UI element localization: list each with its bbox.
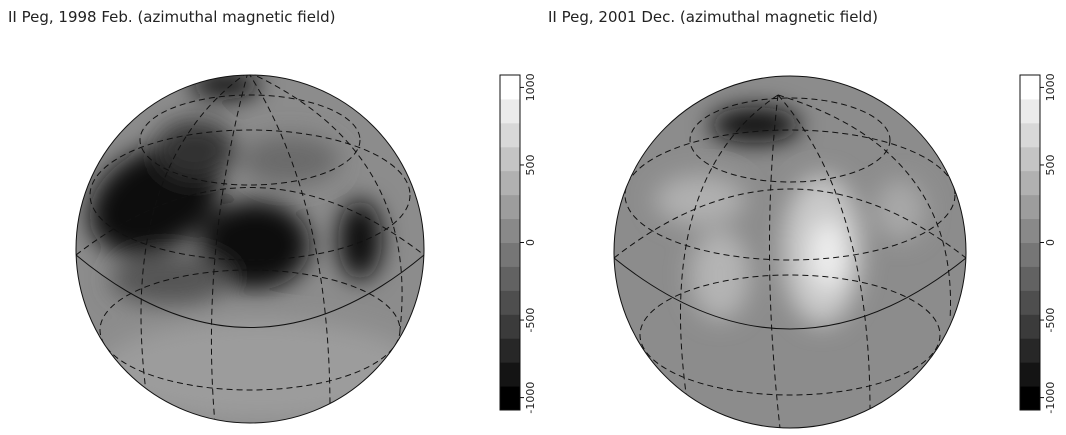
colorbar-tick-label: 500 [1044,154,1057,175]
panel-title: II Peg, 2001 Dec. (azimuthal magnetic fi… [548,8,878,26]
colorbar-step [500,338,520,362]
colorbar-step [500,290,520,314]
colorbar-step [1020,147,1040,171]
colorbar-step [500,147,520,171]
colorbar-step [500,195,520,219]
colorbar-tick-label: 1000 [1044,73,1057,101]
colorbar-step [1020,123,1040,147]
colorbar-step [1020,338,1040,362]
colorbar-step [500,99,520,123]
colorbar-tick-label: 1000 [524,73,537,101]
colorbar-step [500,243,520,267]
colorbar-step [500,171,520,195]
panel-title: II Peg, 1998 Feb. (azimuthal magnetic fi… [8,8,336,26]
colorbar-tick-label: -500 [1044,308,1057,333]
colorbar-step [1020,266,1040,290]
sphere-map [614,76,966,428]
colorbar-step [1020,219,1040,243]
colorbar-step [1020,195,1040,219]
colorbar-tick-label: -500 [524,308,537,333]
colorbar-step [1020,362,1040,386]
colorbar-step [1020,243,1040,267]
figure: II Peg, 1998 Feb. (azimuthal magnetic fi… [0,0,1066,431]
colorbar-step [500,75,520,99]
colorbar-step [1020,386,1040,410]
colorbar-step [1020,314,1040,338]
colorbar-step [500,386,520,410]
colorbar-step [500,362,520,386]
colorbar-tick-label: 0 [1044,239,1057,246]
colorbar-tick-label: 500 [524,154,537,175]
colorbar-tick-label: -1000 [524,382,537,414]
colorbar-step [500,123,520,147]
colorbar-step [1020,99,1040,123]
colorbar-step [500,219,520,243]
colorbar-step [1020,75,1040,99]
colorbar-step [500,314,520,338]
colorbar-step [1020,171,1040,195]
colorbar-step [1020,290,1040,314]
colorbar-step [500,266,520,290]
colorbar-tick-label: 0 [524,239,537,246]
colorbar-tick-label: -1000 [1044,382,1057,414]
